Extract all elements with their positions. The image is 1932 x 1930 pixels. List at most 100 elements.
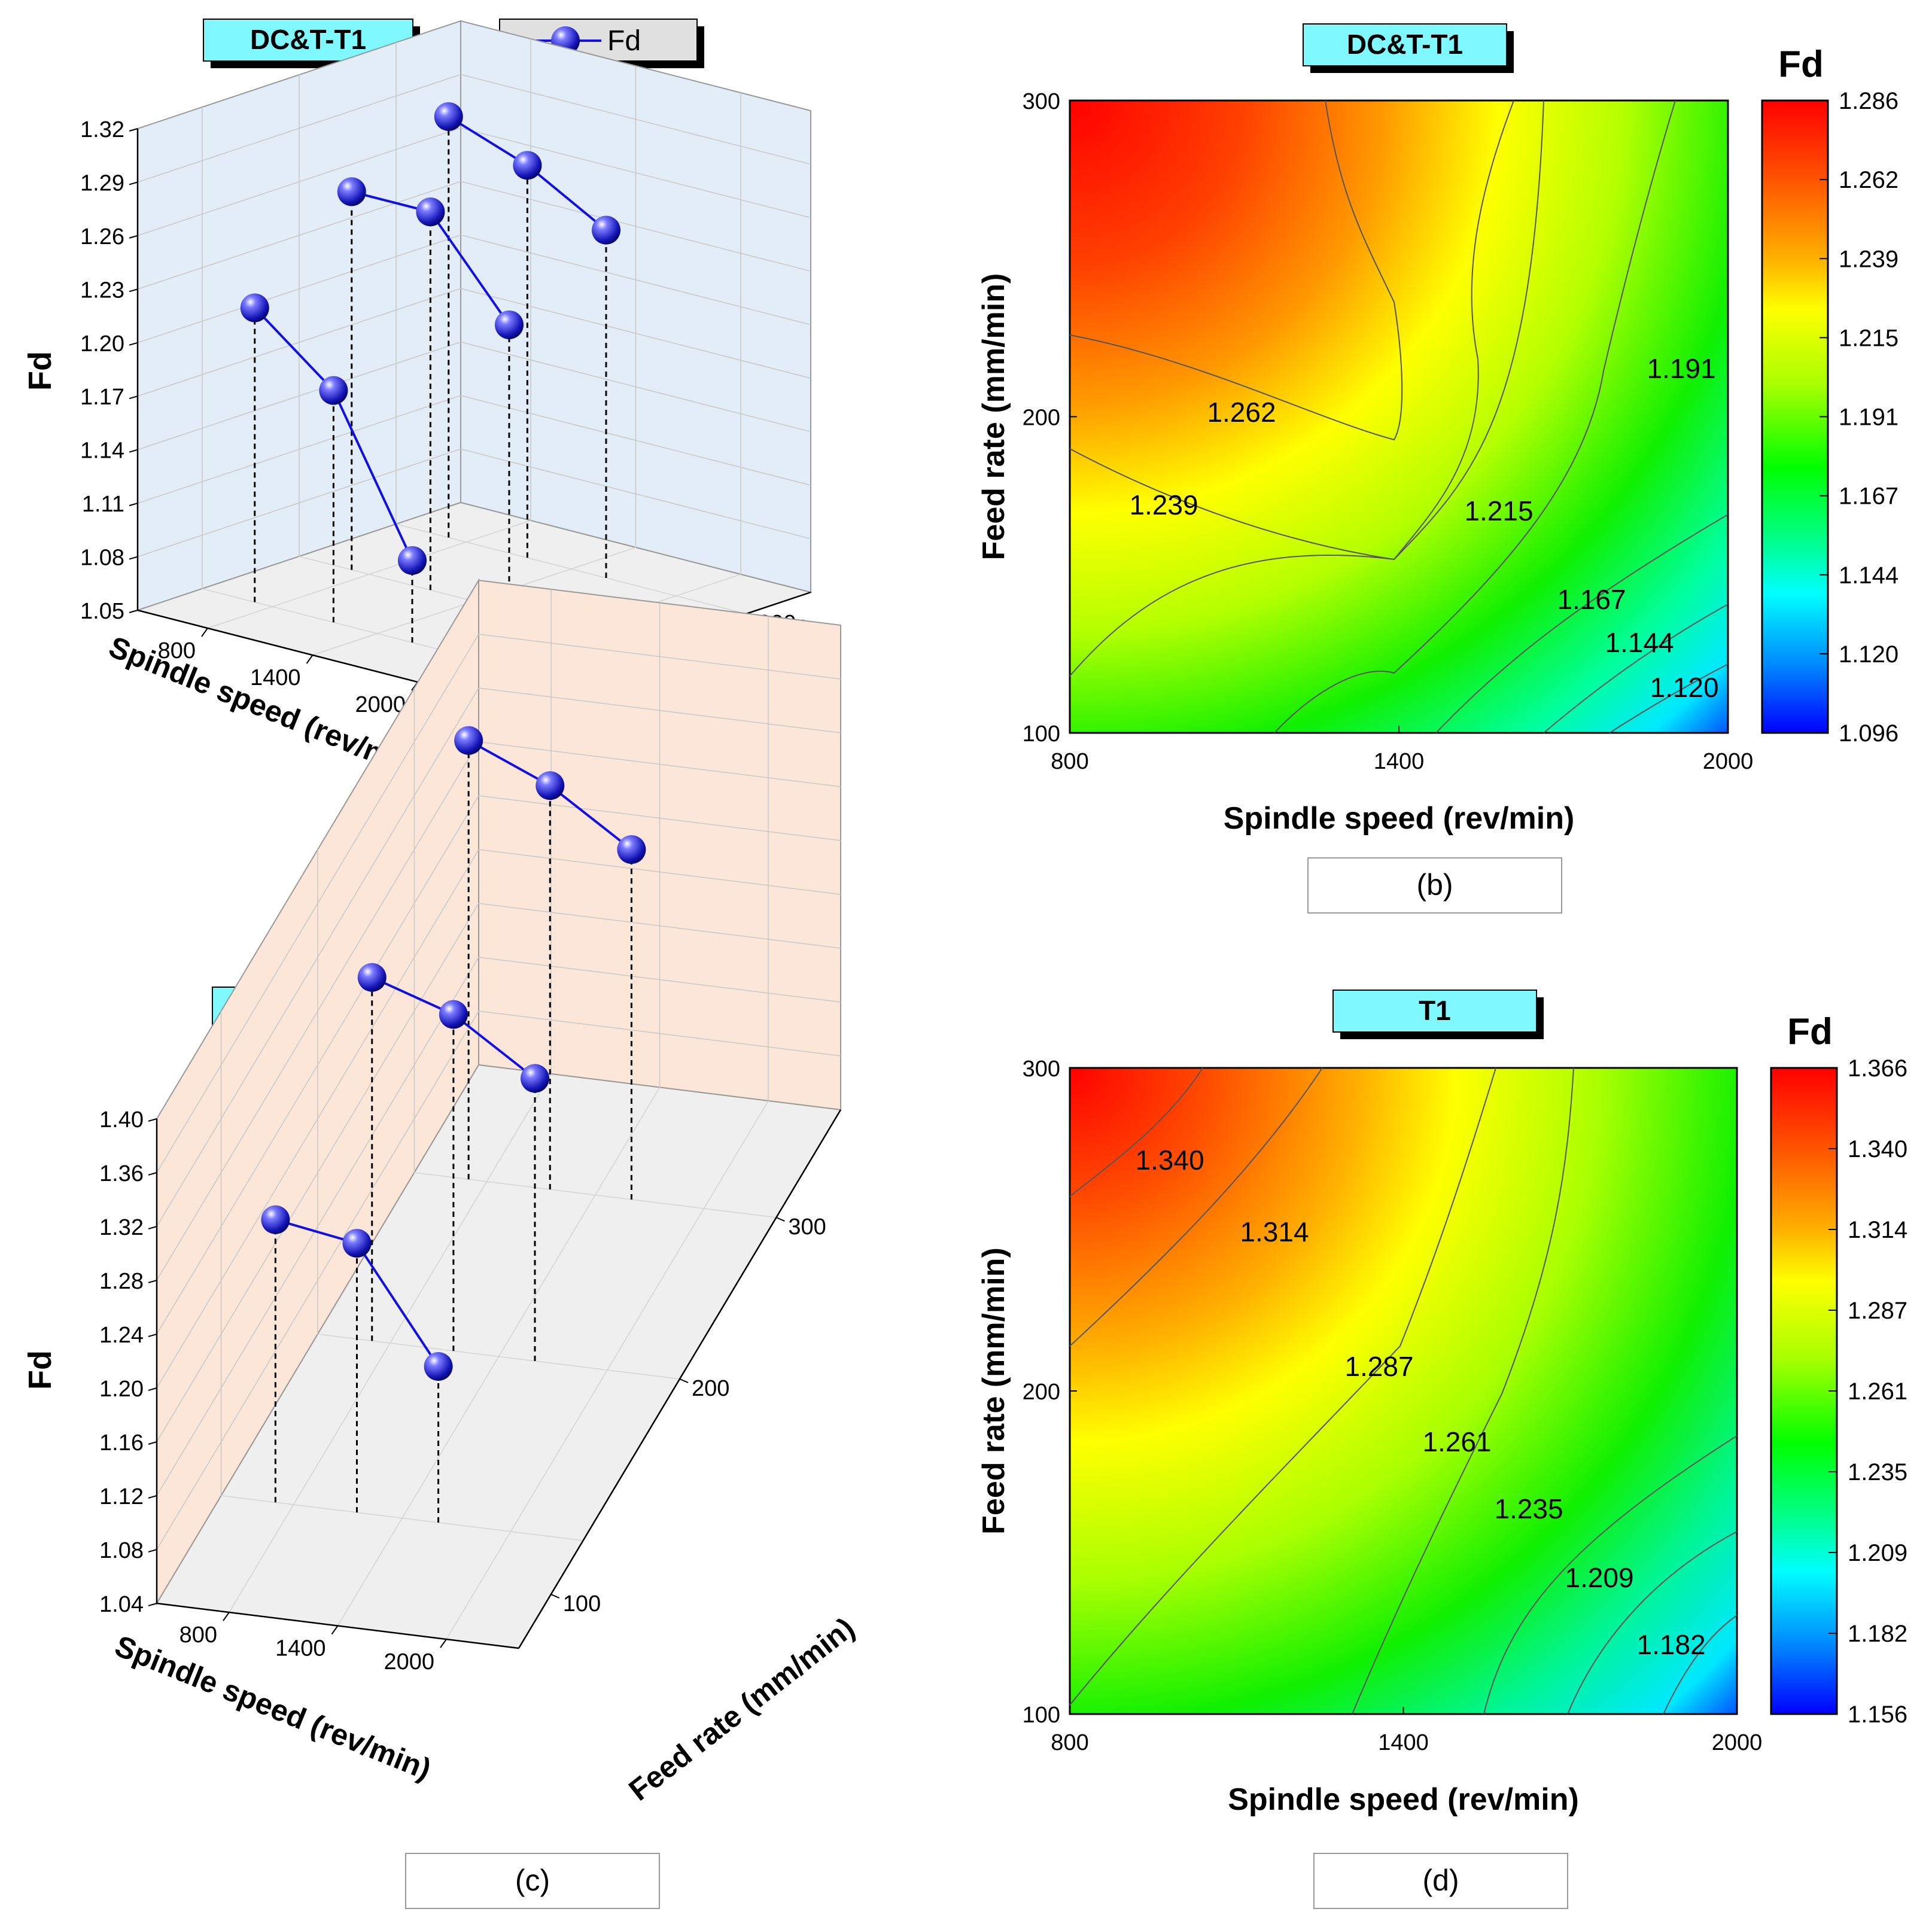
data-point	[434, 102, 463, 131]
data-point	[513, 151, 542, 180]
contour-label: 1.120	[1650, 672, 1718, 703]
contour-line	[1567, 1531, 1738, 1715]
colorbar	[1761, 99, 1829, 734]
y-tick	[679, 1378, 689, 1383]
y-axis-label: Feed rate (mm/min)	[976, 273, 1011, 561]
data-point	[240, 293, 269, 322]
z-tick	[148, 1441, 157, 1445]
colorbar-tick-label: 1.262	[1839, 167, 1898, 193]
colorbar-tick-label: 1.156	[1848, 1701, 1907, 1728]
z-tick-label: 1.32	[80, 117, 124, 142]
contour-line	[1069, 1067, 1496, 1706]
z-gridline	[137, 395, 811, 504]
y-tick	[550, 1594, 560, 1599]
z-tick	[148, 1603, 157, 1606]
z-gridline	[156, 687, 841, 1227]
data-point	[521, 1064, 549, 1093]
floor-gridline	[446, 1100, 769, 1640]
contour-line	[1274, 100, 1676, 733]
floor-gridline	[337, 1087, 661, 1626]
z-tick-label: 1.17	[80, 385, 124, 410]
x-tick-label: 800	[158, 638, 196, 663]
title-b-box	[1303, 23, 1507, 66]
z-tick	[129, 128, 138, 132]
y-tick-label: 300	[788, 1214, 826, 1240]
caption-b: (b)	[1307, 857, 1562, 914]
data-point	[424, 1352, 453, 1381]
contour-label: 1.182	[1636, 1629, 1705, 1660]
z-tick-label: 1.20	[99, 1377, 144, 1402]
contour-label: 1.144	[1605, 627, 1674, 658]
z-tick	[129, 610, 138, 613]
z-tick	[148, 1280, 157, 1283]
y-axis-label: Feed rate (mm/min)	[976, 1247, 1011, 1535]
colorbar-tick-label: 1.261	[1848, 1378, 1907, 1405]
z-tick-label: 1.32	[99, 1215, 144, 1240]
z-tick-label: 1.36	[99, 1161, 144, 1186]
data-point	[617, 835, 646, 864]
z-tick	[129, 503, 138, 507]
contour-line	[1352, 1067, 1574, 1715]
data-point	[439, 1000, 468, 1029]
y-tick-label: 200	[1023, 406, 1060, 431]
colorbar	[1770, 1067, 1838, 1715]
z-tick	[129, 235, 138, 239]
colorbar-tick-label: 1.366	[1848, 1055, 1907, 1082]
x-tick-label: 2000	[1712, 1730, 1763, 1755]
data-point	[416, 197, 445, 227]
z-tick	[148, 1334, 157, 1337]
z-tick-label: 1.26	[80, 224, 124, 249]
contour-line	[1435, 514, 1729, 733]
colorbar-tick-label: 1.191	[1839, 404, 1898, 431]
panel-b: 1.262 1.239 1.215 1.191 1.167 1.144 1.120 800 14…	[976, 44, 1898, 836]
x-tick-label: 1400	[250, 665, 301, 690]
y-tick	[776, 1217, 785, 1222]
z-tick-label: 1.14	[80, 439, 124, 464]
contour-label: 1.239	[1129, 489, 1198, 520]
x-tick-label: 2000	[355, 692, 406, 717]
floor-gridline	[221, 1495, 583, 1541]
contour-label: 1.209	[1565, 1562, 1633, 1593]
data-point	[337, 177, 366, 206]
contour-line	[1069, 100, 1544, 677]
z-tick-label: 1.08	[80, 546, 124, 571]
title-a-text: DC&T-T1	[250, 24, 366, 55]
x-tick	[440, 1639, 447, 1648]
title-b-text: DC&T-T1	[1347, 29, 1463, 60]
colorbar-tick-label: 1.235	[1848, 1459, 1907, 1485]
x-tick	[331, 1625, 339, 1635]
x-tick-label: 800	[179, 1622, 217, 1648]
z-tick-label: 1.16	[99, 1430, 144, 1456]
z-tick	[129, 181, 138, 185]
x-tick-label: 1400	[1378, 1730, 1429, 1755]
contour-label: 1.235	[1494, 1493, 1563, 1524]
data-point	[357, 963, 387, 992]
z-tick-label: 1.08	[99, 1538, 144, 1563]
title-d-box	[1332, 990, 1537, 1033]
contour-label: 1.262	[1207, 397, 1276, 428]
y-tick-label: 300	[1023, 89, 1060, 114]
caption-c-text: (c)	[515, 1864, 550, 1897]
z-tick-label: 1.12	[99, 1484, 144, 1509]
contour-line	[1483, 1435, 1738, 1715]
z-gridline	[156, 957, 841, 1496]
panel-d: 1.340 1.314 1.287 1.261 1.235 1.209 1.182 800 14…	[976, 1011, 1907, 1817]
z-tick	[129, 342, 138, 346]
caption-d: (d)	[1313, 1853, 1568, 1909]
z-gridline	[137, 181, 811, 290]
x-tick-label: 800	[1051, 1730, 1088, 1755]
z-tick	[129, 288, 138, 293]
z-tick	[148, 1172, 157, 1176]
data-point	[342, 1229, 372, 1258]
contour-line	[1069, 1067, 1323, 1347]
title-d: T1	[1332, 990, 1544, 1039]
data-point	[398, 546, 427, 575]
z-gridline	[156, 634, 841, 1173]
z-tick	[129, 556, 138, 560]
contour-line	[1543, 604, 1729, 733]
y-tick-label: 100	[1023, 1703, 1060, 1728]
x-axis-label: Spindle speed (rev/min)	[1228, 1782, 1579, 1817]
z-tick-label: 1.29	[80, 171, 124, 196]
contour-label: 1.191	[1647, 353, 1715, 384]
title-b: DC&T-T1	[1303, 23, 1514, 73]
